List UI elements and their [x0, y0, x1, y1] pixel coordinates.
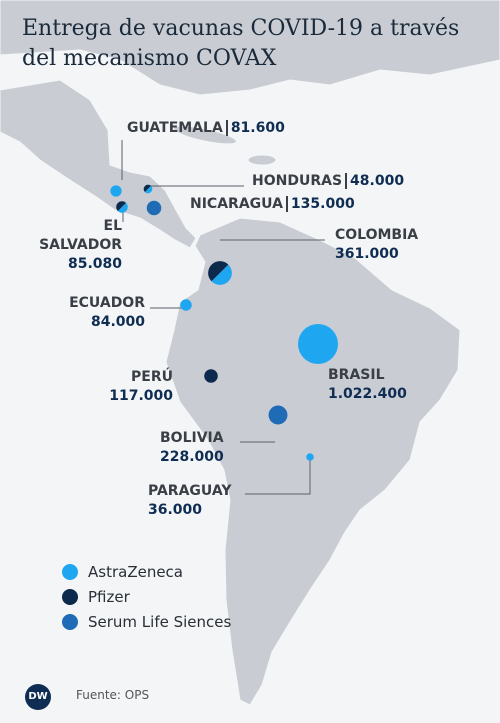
bubble [208, 261, 232, 285]
land [0, 0, 500, 706]
bubble-half [143, 184, 152, 193]
country-name: GUATEMALA [127, 120, 223, 136]
title: Entrega de vacunas COVID-19 a través del… [22, 16, 460, 71]
bubble [116, 201, 128, 213]
bubble [146, 200, 162, 216]
country-name: EL SALVADOR [39, 218, 122, 253]
bubble [180, 299, 192, 311]
bubble [110, 185, 122, 197]
country-name: PERÚ [131, 369, 173, 385]
legend-label: AstraZeneca [88, 563, 183, 581]
country-name: PARAGUAY [148, 483, 232, 499]
legend-label: Pfizer [88, 588, 130, 606]
country-label: BRASIL 1.022.400 [328, 366, 407, 404]
country-name: COLOMBIA [335, 227, 419, 243]
logo: DW [25, 684, 51, 710]
bubble-fill [297, 323, 339, 365]
legend-swatch [62, 589, 78, 605]
country-name: BOLIVIA [160, 430, 224, 446]
country-value: 1.022.400 [328, 386, 407, 402]
source: Fuente: OPS [76, 688, 150, 702]
bubble-half [208, 261, 229, 282]
country-label: PARAGUAY 36.000 [148, 482, 232, 520]
legend-swatch [62, 564, 78, 580]
country-value: 81.600 [225, 120, 285, 136]
country-value: 36.000 [148, 502, 203, 518]
bubble-half [211, 264, 232, 285]
bubble-half [144, 185, 153, 194]
bubble [204, 369, 218, 383]
country-label: ECUADOR 84.000 [45, 294, 145, 332]
bubble-half [117, 202, 128, 213]
country-value: 135.000 [285, 196, 355, 212]
bubble-fill [204, 369, 218, 383]
bubble [306, 453, 314, 461]
country-label: GUATEMALA 81.600 [127, 119, 285, 138]
country-label: COLOMBIA 361.000 [335, 226, 418, 264]
country-value: 361.000 [335, 246, 399, 262]
bubble-fill [146, 200, 162, 216]
leader-lines [121, 140, 325, 495]
country-value: 85.080 [67, 256, 122, 272]
country-value: 48.000 [345, 173, 405, 189]
country-name: ECUADOR [69, 295, 145, 311]
bubble-half [116, 201, 127, 212]
bubble [297, 323, 339, 365]
bubble-fill [110, 185, 122, 197]
country-label: HONDURAS 48.000 [252, 172, 405, 191]
bubble-fill [268, 405, 288, 425]
legend-swatch [62, 614, 78, 630]
country-value: 117.000 [109, 388, 173, 404]
legend-label: Serum Life Siences [88, 613, 232, 631]
country-name: BRASIL [328, 367, 385, 383]
bubble [143, 184, 153, 194]
bubble-fill [306, 453, 314, 461]
country-label: NICARAGUA 135.000 [190, 195, 355, 214]
country-label: EL SALVADOR 85.080 [22, 217, 122, 274]
country-value: 228.000 [160, 449, 224, 465]
country-name: HONDURAS [252, 173, 343, 189]
bubble-fill [180, 299, 192, 311]
country-label: BOLIVIA 228.000 [160, 429, 224, 467]
bubble [268, 405, 288, 425]
country-label: PERÚ 117.000 [73, 368, 173, 406]
country-name: NICARAGUA [190, 196, 283, 212]
country-value: 84.000 [90, 314, 145, 330]
